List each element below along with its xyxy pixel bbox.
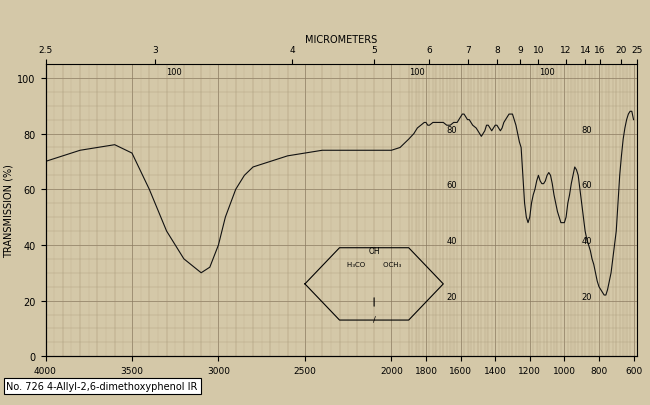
- Text: ∕: ∕: [372, 315, 376, 324]
- Text: 60: 60: [582, 181, 592, 190]
- X-axis label: MICROMETERS: MICROMETERS: [305, 35, 378, 45]
- Text: 100: 100: [166, 68, 181, 77]
- Text: 80: 80: [582, 125, 592, 134]
- Text: 100: 100: [410, 68, 425, 77]
- Y-axis label: TRANSMISSION (%): TRANSMISSION (%): [3, 164, 13, 258]
- Text: OH: OH: [369, 246, 380, 256]
- Text: 40: 40: [447, 237, 457, 245]
- Text: 20: 20: [447, 292, 457, 301]
- Text: 100: 100: [540, 68, 555, 77]
- Text: 40: 40: [582, 237, 592, 245]
- Text: 60: 60: [447, 181, 457, 190]
- Text: No. 726 4-Allyl-2,6-dimethoxyphenol IR: No. 726 4-Allyl-2,6-dimethoxyphenol IR: [6, 381, 198, 391]
- Text: 20: 20: [582, 292, 592, 301]
- Text: 80: 80: [447, 125, 457, 134]
- Text: H₃CO        OCH₃: H₃CO OCH₃: [347, 262, 401, 268]
